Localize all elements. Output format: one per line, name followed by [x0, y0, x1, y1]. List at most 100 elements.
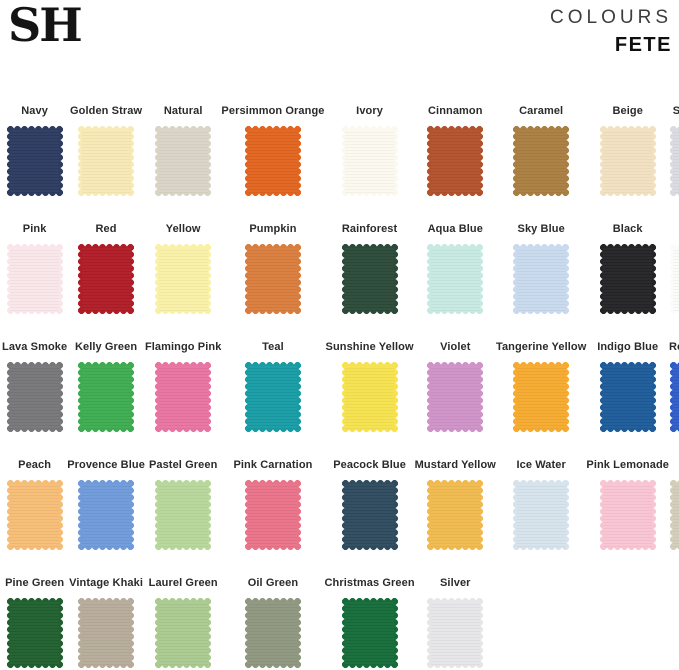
swatch-item: Kelly Green — [67, 340, 145, 432]
swatch-color — [599, 244, 656, 314]
swatch-item: Peach — [2, 458, 67, 550]
swatch-color — [244, 126, 301, 196]
swatch-item: White — [669, 222, 679, 314]
swatch-item: Black — [586, 222, 669, 314]
swatch-label: Caramel — [519, 105, 564, 117]
swatch-color — [427, 362, 484, 432]
swatch-item: Golden Straw — [67, 104, 145, 196]
collection-name: FETE — [614, 34, 672, 56]
swatch-label: Mustard Yellow — [414, 459, 496, 471]
swatch-color — [78, 362, 135, 432]
swatch-color — [78, 598, 135, 668]
swatch-item: Birch — [669, 458, 679, 550]
swatch-label: Violet — [440, 341, 471, 353]
swatch-color — [155, 126, 212, 196]
swatch-color — [78, 244, 135, 314]
swatch-color — [155, 598, 212, 668]
swatch-color — [341, 480, 398, 550]
swatch-label: Provence Blue — [67, 459, 145, 471]
swatch-item: Yellow — [145, 222, 221, 314]
swatch-item: Provence Blue — [67, 458, 145, 550]
swatch-label: Yellow — [165, 223, 201, 235]
swatch-label: Aqua Blue — [427, 223, 483, 235]
swatch-color — [6, 362, 63, 432]
swatch-color — [599, 126, 656, 196]
swatch-item: Pumpkin — [221, 222, 324, 314]
swatch-label: Natural — [163, 105, 203, 117]
swatch-color — [78, 126, 135, 196]
swatch-item: Soft Grey — [669, 104, 679, 196]
swatch-color — [669, 244, 679, 314]
swatch-label: Cinnamon — [428, 105, 483, 117]
swatch-item: Pastel Green — [145, 458, 221, 550]
swatch-item: Pink Lemonade — [586, 458, 669, 550]
swatch-item: Aqua Blue — [415, 222, 496, 314]
swatch-grid: Navy Golden Straw Natural Persimmon Orange I… — [2, 104, 679, 668]
swatch-color — [341, 126, 398, 196]
swatch-label: Rainforest — [341, 223, 398, 235]
swatch-label: Golden Straw — [70, 105, 143, 117]
swatch-color — [341, 598, 398, 668]
swatch-item: Cinnamon — [415, 104, 496, 196]
swatch-item: Sky Blue — [496, 222, 586, 314]
swatch-label: Sunshine Yellow — [325, 341, 414, 353]
swatch-item: Persimmon Orange — [221, 104, 324, 196]
swatch-item: Rainforest — [325, 222, 415, 314]
swatch-label: Red — [95, 223, 117, 235]
swatch-item: Silver — [415, 576, 496, 668]
swatch-color — [669, 480, 679, 550]
swatch-item: Natural — [145, 104, 221, 196]
swatch-label: Beige — [612, 105, 643, 117]
swatch-label: Pine Green — [5, 577, 65, 589]
swatch-item: Peacock Blue — [325, 458, 415, 550]
swatch-color — [669, 362, 679, 432]
swatch-color — [244, 362, 301, 432]
swatch-color — [513, 244, 570, 314]
collection-label: COLOURS — [550, 7, 672, 28]
swatch-color — [513, 480, 570, 550]
swatch-label: Vintage Khaki — [69, 577, 143, 589]
swatch-label: Teal — [262, 341, 284, 353]
swatch-color — [599, 362, 656, 432]
swatch-label: Oil Green — [247, 577, 299, 589]
swatch-label: Sky Blue — [517, 223, 565, 235]
swatch-item: Tangerine Yellow — [496, 340, 586, 432]
swatch-item: Sunshine Yellow — [325, 340, 415, 432]
swatch-color — [341, 244, 398, 314]
swatch-item: Pink Carnation — [221, 458, 324, 550]
swatch-color — [155, 480, 212, 550]
swatch-color — [427, 480, 484, 550]
swatch-item: Lava Smoke — [2, 340, 67, 432]
swatch-label: Lava Smoke — [2, 341, 68, 353]
swatch-label: Ivory — [356, 105, 383, 117]
swatch-item: Navy — [2, 104, 67, 196]
swatch-color — [427, 244, 484, 314]
swatch-item: Christmas Green — [325, 576, 415, 668]
swatch-label: Black — [612, 223, 643, 235]
swatch-color — [599, 480, 656, 550]
swatch-item: Teal — [221, 340, 324, 432]
swatch-label: Pink Lemonade — [586, 459, 669, 471]
swatch-item: Caramel — [496, 104, 586, 196]
swatch-color — [427, 126, 484, 196]
swatch-label: Christmas Green — [324, 577, 415, 589]
swatch-label: Royal Blue — [669, 341, 679, 353]
swatch-color — [669, 126, 679, 196]
swatch-item: Red — [67, 222, 145, 314]
collection-header: COLOURS FETE — [550, 2, 672, 57]
swatch-label: Peach — [18, 459, 52, 471]
swatch-item: Oil Green — [221, 576, 324, 668]
page-header: SH COLOURS FETE — [0, 0, 679, 57]
swatch-color — [244, 598, 301, 668]
swatch-label: Navy — [21, 105, 48, 117]
swatch-label: Silver — [440, 577, 471, 589]
swatch-label: Indigo Blue — [597, 341, 659, 353]
swatch-item: Ivory — [325, 104, 415, 196]
swatch-color — [427, 598, 484, 668]
swatch-label: Pink — [22, 223, 47, 235]
swatch-color — [6, 480, 63, 550]
swatch-label: Flamingo Pink — [144, 341, 222, 353]
swatch-label: Pink Carnation — [233, 459, 313, 471]
swatch-item: Beige — [586, 104, 669, 196]
swatch-item: Vintage Khaki — [67, 576, 145, 668]
